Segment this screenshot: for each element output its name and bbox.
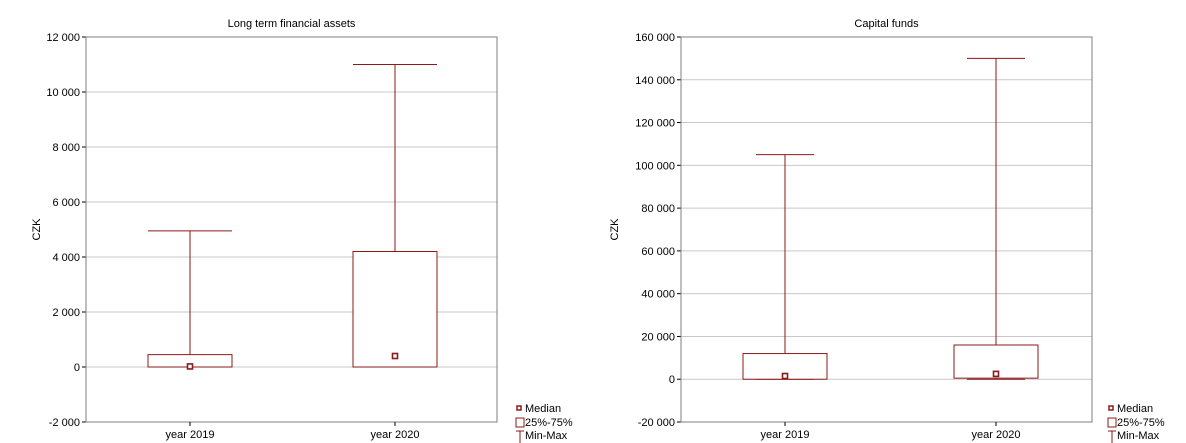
y-tick-label: 160 000 bbox=[635, 32, 675, 44]
legend-iqr-symbol bbox=[515, 417, 525, 428]
y-tick-label: 12 000 bbox=[46, 32, 80, 44]
legend-range-label: Min-Max bbox=[1117, 430, 1160, 442]
y-tick-label: 8 000 bbox=[52, 142, 80, 154]
y-tick-label: 4 000 bbox=[52, 252, 80, 264]
legend-iqr-label: 25%-75% bbox=[525, 417, 573, 429]
median-marker bbox=[391, 352, 399, 360]
legend-median-symbol bbox=[516, 405, 522, 411]
legend-median-label: Median bbox=[525, 403, 561, 415]
y-tick-label: 80 000 bbox=[641, 203, 675, 215]
chart-title: Long term financial assets bbox=[228, 18, 356, 30]
iqr-box bbox=[352, 251, 438, 368]
legend-iqr-symbol bbox=[1107, 417, 1117, 428]
y-axis-label: CZK bbox=[609, 218, 621, 241]
y-tick-label: 60 000 bbox=[641, 246, 675, 258]
chart-title: Capital funds bbox=[854, 18, 919, 30]
y-tick-label: 20 000 bbox=[641, 331, 675, 343]
box-year-2019 bbox=[742, 154, 828, 380]
legend: Median 25%-75%Min-Max bbox=[515, 403, 573, 443]
y-axis-label: CZK bbox=[31, 218, 43, 241]
y-tick-label: 100 000 bbox=[635, 160, 675, 172]
median-marker bbox=[992, 370, 1000, 378]
y-tick-label: -20 000 bbox=[638, 417, 675, 429]
x-tick-label: year 2019 bbox=[166, 429, 215, 441]
plot-frame bbox=[85, 36, 498, 423]
x-tick-label: year 2020 bbox=[371, 429, 420, 441]
median-marker bbox=[781, 372, 789, 380]
legend: Median 25%-75%Min-Max bbox=[1107, 403, 1165, 443]
legend-median-label: Median bbox=[1117, 403, 1153, 415]
y-tick-label: 0 bbox=[74, 362, 80, 374]
y-tick-label: -2 000 bbox=[49, 417, 80, 429]
y-tick-label: 140 000 bbox=[635, 75, 675, 87]
y-tick-label: 40 000 bbox=[641, 289, 675, 301]
plot-frame bbox=[680, 36, 1093, 423]
x-tick-label: year 2020 bbox=[972, 429, 1021, 441]
y-tick-label: 120 000 bbox=[635, 118, 675, 130]
x-tick-label: year 2019 bbox=[761, 429, 810, 441]
median-marker bbox=[186, 363, 194, 370]
chart-1: -2 000 0 2 000 4 000 6 000 8 000 10 000 12 000 L… bbox=[31, 18, 573, 443]
box-year-2020 bbox=[352, 64, 438, 368]
legend-iqr-label: 25%-75% bbox=[1117, 417, 1165, 429]
y-tick-label: 0 bbox=[669, 374, 675, 386]
y-tick-label: 2 000 bbox=[52, 307, 80, 319]
legend-median-symbol bbox=[1108, 405, 1114, 411]
chart-2: -20 000 0 20 000 40 000 60 000 80 000 100 000 1… bbox=[609, 18, 1165, 443]
y-tick-label: 6 000 bbox=[52, 197, 80, 209]
legend-range-label: Min-Max bbox=[525, 430, 568, 442]
box-year-2019 bbox=[147, 230, 233, 370]
box-year-2020 bbox=[953, 57, 1039, 380]
y-tick-label: 10 000 bbox=[46, 87, 80, 99]
